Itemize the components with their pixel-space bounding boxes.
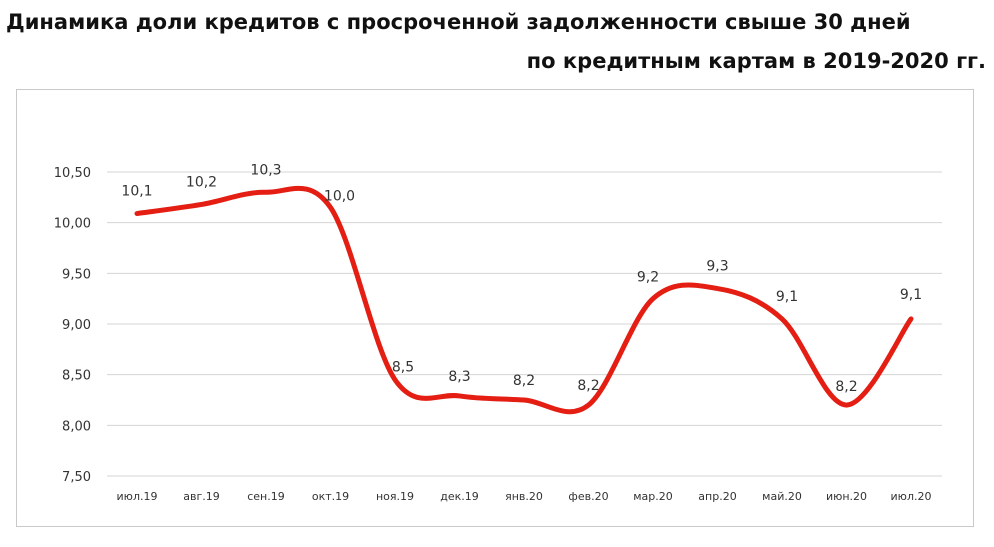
data-label: 8,2 [835, 379, 857, 395]
x-tick-label: мар.20 [633, 490, 673, 503]
data-label: 9,2 [637, 270, 659, 286]
chart-title-line1: Динамика доли кредитов с просроченной за… [6, 10, 911, 34]
data-label: 8,2 [513, 373, 535, 389]
data-label: 10,2 [186, 174, 217, 190]
data-label: 8,3 [448, 369, 470, 385]
data-label: 9,3 [706, 259, 728, 275]
y-tick-label: 7,50 [62, 470, 91, 485]
data-label: 10,1 [121, 184, 152, 200]
y-tick-label: 8,00 [62, 419, 91, 434]
x-tick-label: окт.19 [312, 490, 349, 503]
x-tick-label: авг.19 [183, 490, 220, 503]
y-tick-label: 9,50 [62, 267, 91, 282]
data-label: 10,3 [250, 162, 281, 178]
x-tick-label: ноя.19 [376, 490, 414, 503]
y-tick-label: 9,00 [62, 318, 91, 333]
x-tick-label: май.20 [762, 490, 802, 503]
x-tick-label: июл.19 [117, 490, 158, 503]
y-axis-ticks: 10,50 10,00 9,50 9,00 8,50 8,00 7,50 [54, 166, 91, 485]
data-label: 9,1 [900, 287, 922, 303]
data-label: 8,5 [392, 360, 414, 376]
data-label: 10,0 [324, 188, 355, 204]
x-tick-label: фев.20 [568, 490, 608, 503]
x-axis-ticks: июл.19 авг.19 сен.19 окт.19 ноя.19 дек.19 янв.… [117, 490, 932, 503]
x-tick-label: апр.20 [698, 490, 736, 503]
x-tick-label: янв.20 [505, 490, 543, 503]
y-tick-label: 8,50 [62, 369, 91, 384]
y-tick-label: 10,00 [54, 217, 91, 232]
data-label: 9,1 [776, 289, 798, 305]
chart-frame [16, 89, 974, 527]
chart-title-line2: по кредитным картам в 2019-2020 гг. [526, 49, 986, 73]
series-line [134, 185, 914, 415]
series-line-group [134, 185, 914, 415]
data-labels: 10,1 10,2 10,3 10,0 8,5 8,3 8,2 8,2 9,2 9,3 9,1 8,2… [121, 162, 922, 395]
y-tick-label: 10,50 [54, 166, 91, 181]
x-tick-label: сен.19 [247, 490, 285, 503]
x-tick-label: июл.20 [891, 490, 932, 503]
gridlines [107, 171, 942, 477]
data-label: 8,2 [577, 378, 599, 394]
x-tick-label: июн.20 [826, 490, 867, 503]
x-tick-label: дек.19 [440, 490, 479, 503]
